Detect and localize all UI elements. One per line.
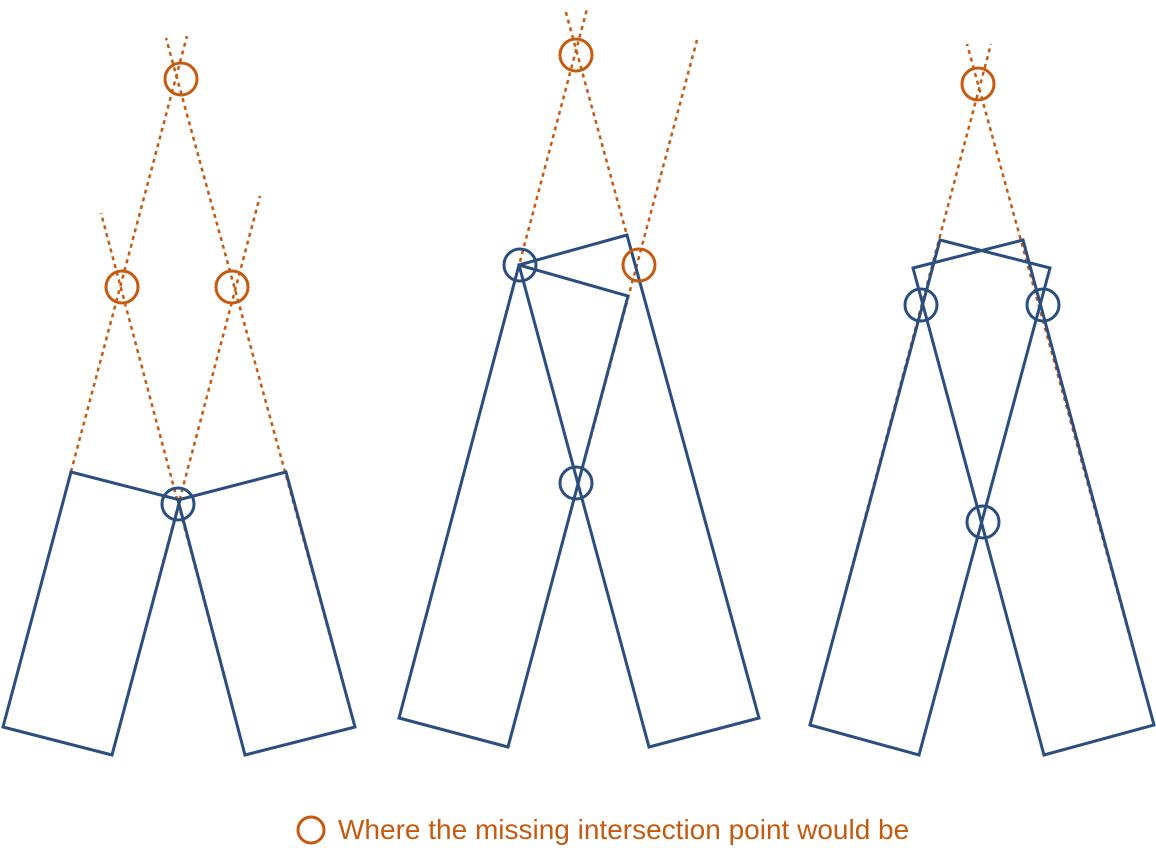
missing-intersection-circle [558,37,594,73]
left-rectangle [1,470,182,757]
legend-text: Where the missing intersection point wou… [338,814,910,845]
missing-intersection-circle [960,66,996,102]
actual-intersection-circle [502,247,538,283]
left-panel-dashed-lines [1,35,357,756]
middle-panel-dashed-lines [397,8,761,748]
left-rectangle [808,238,1052,757]
middle-panel-rectangles [397,233,761,749]
actual-intersection-circle [160,486,196,522]
right-rectangle [176,470,357,757]
orange-circle-icon [296,815,326,845]
right-panel [808,43,1156,757]
missing-intersection-circle [104,269,140,305]
missing-intersection-circle [163,61,199,97]
dashed-line [1,35,189,728]
actual-intersection-circle [965,504,1001,540]
left-panel [1,35,357,757]
left-rectangle [397,263,630,749]
right-rectangle [517,233,761,749]
actual-intersection-circle [1025,287,1061,323]
middle-panel [397,8,761,749]
right-rectangle [911,238,1156,757]
left-panel-rectangles [1,470,357,757]
actual-intersection-circle [558,465,594,501]
missing-intersection-circle [621,247,657,283]
right-panel-dashed-lines [808,43,1156,726]
right-panel-rectangles [808,238,1156,757]
actual-intersection-circle [903,287,939,323]
missing-intersection-circle [214,269,250,305]
legend: Where the missing intersection point wou… [296,812,909,848]
dashed-line [164,37,357,728]
